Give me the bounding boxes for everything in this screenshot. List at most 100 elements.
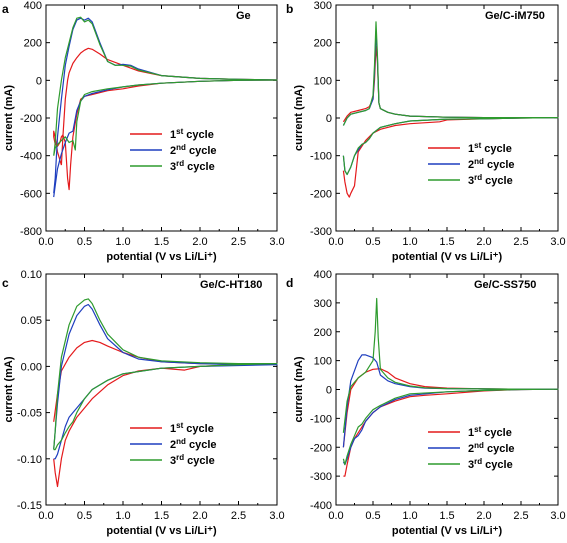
y-tick-label: 100 bbox=[314, 75, 332, 87]
y-tick-label: -300 bbox=[310, 226, 332, 238]
y-tick-label: -300 bbox=[310, 471, 332, 483]
x-tick-label: 0.0 bbox=[328, 510, 343, 522]
panel-c: 0.0 0.5 1.0 1.5 2.0 2.5 3.0 0.10 0.05 0.00 -0.05 -0… bbox=[2, 269, 285, 537]
x-tick-label: 2.0 bbox=[192, 510, 207, 522]
series-line-cycle-2 bbox=[342, 30, 559, 176]
x-tick-label: 0.0 bbox=[38, 510, 53, 522]
x-tick-label: 1.0 bbox=[115, 236, 130, 248]
y-tick-label: -400 bbox=[20, 151, 42, 163]
x-tick-label: 1.5 bbox=[154, 510, 169, 522]
x-tick-label: 1.0 bbox=[115, 510, 130, 522]
legend-entry: 2nd cycle bbox=[170, 143, 217, 157]
y-tick-label: 200 bbox=[314, 38, 332, 50]
y-tick-label: -100 bbox=[310, 413, 332, 425]
legend-entry: 1st cycle bbox=[468, 141, 512, 155]
panel-title: Ge/C-HT180 bbox=[200, 279, 262, 291]
legend-entry: 3rd cycle bbox=[468, 457, 513, 471]
panel-letter: b bbox=[286, 2, 293, 16]
legend: 1st cycle 2nd cycle 3rd cycle bbox=[428, 141, 515, 187]
y-tick-label: 300 bbox=[314, 298, 332, 310]
x-tick-label: 2.5 bbox=[231, 236, 246, 248]
x-tick-label: 1.5 bbox=[439, 236, 454, 248]
x-tick-label: 0.5 bbox=[77, 510, 92, 522]
x-tick-label: 3.0 bbox=[550, 510, 565, 522]
y-axis-label: current (mA) bbox=[293, 356, 305, 422]
x-axis-label: potential (V vs Li/Li⁺) bbox=[106, 525, 217, 537]
y-tick-label: 0 bbox=[326, 385, 332, 397]
legend-entry: 2nd cycle bbox=[170, 437, 217, 451]
panel-title: Ge/C-iM750 bbox=[485, 10, 545, 22]
x-tick-label: 1.5 bbox=[154, 236, 169, 248]
y-tick-label: -0.10 bbox=[17, 454, 42, 466]
series-line-cycle-2 bbox=[53, 303, 278, 460]
x-tick-label: 2.0 bbox=[192, 236, 207, 248]
x-tick-label: 2.5 bbox=[231, 510, 246, 522]
panel-b: 0.0 0.5 1.0 1.5 2.0 2.5 3.0 300 200 100 0 -100 -200 -… bbox=[286, 0, 566, 263]
legend-entry: 2nd cycle bbox=[468, 157, 515, 171]
panel-letter: c bbox=[2, 276, 9, 290]
legend: 1st cycle 2nd cycle 3rd cycle bbox=[130, 421, 217, 467]
x-axis-label: potential (V vs Li/Li⁺) bbox=[392, 525, 503, 537]
y-tick-label: -400 bbox=[310, 500, 332, 512]
y-tick-label: 400 bbox=[314, 269, 332, 281]
legend-entry: 1st cycle bbox=[170, 421, 214, 435]
y-tick-label: -100 bbox=[310, 151, 332, 163]
legend-entry: 3rd cycle bbox=[468, 173, 513, 187]
series-line-cycle-3 bbox=[53, 16, 278, 156]
y-tick-label: 0.10 bbox=[21, 269, 42, 281]
series-line-cycle-3 bbox=[53, 298, 278, 451]
series-line-cycle-1 bbox=[342, 45, 559, 198]
y-axis-label: current (mA) bbox=[3, 85, 15, 151]
plot-frame bbox=[45, 273, 278, 506]
y-tick-label: -200 bbox=[310, 188, 332, 200]
y-axis-label: current (mA) bbox=[293, 85, 305, 151]
x-tick-label: 2.0 bbox=[476, 510, 491, 522]
legend-entry: 3rd cycle bbox=[170, 159, 215, 173]
y-tick-label: -0.15 bbox=[17, 500, 42, 512]
panel-title: Ge/C-SS750 bbox=[474, 279, 536, 291]
x-tick-label: 0.0 bbox=[38, 236, 53, 248]
legend: 1st cycle 2nd cycle 3rd cycle bbox=[428, 425, 515, 471]
panel-title: Ge bbox=[236, 10, 251, 22]
x-tick-label: 3.0 bbox=[269, 236, 284, 248]
x-tick-label: 3.0 bbox=[550, 236, 565, 248]
y-tick-label: 0 bbox=[36, 75, 42, 87]
legend: 1st cycle 2nd cycle 3rd cycle bbox=[130, 127, 217, 173]
y-tick-label: 200 bbox=[314, 327, 332, 339]
x-tick-label: 0.0 bbox=[328, 236, 343, 248]
x-tick-label: 0.5 bbox=[365, 236, 380, 248]
x-tick-label: 0.5 bbox=[77, 236, 92, 248]
legend-entry: 1st cycle bbox=[170, 127, 214, 141]
series-line-cycle-3 bbox=[342, 297, 559, 466]
panel-letter: a bbox=[2, 2, 9, 16]
y-tick-label: 0.05 bbox=[21, 315, 42, 327]
panel-a: 0.0 0.5 1.0 1.5 2.0 2.5 3.0 400 200 0 -200 -400 -600… bbox=[2, 0, 285, 263]
x-tick-label: 1.5 bbox=[439, 510, 454, 522]
legend-entry: 3rd cycle bbox=[170, 453, 215, 467]
y-tick-label: -600 bbox=[20, 188, 42, 200]
panel-d: 0.0 0.5 1.0 1.5 2.0 2.5 3.0 400 300 200 100 0 -100 -2… bbox=[286, 269, 566, 537]
x-tick-label: 2.5 bbox=[513, 510, 528, 522]
x-axis-label: potential (V vs Li/Li⁺) bbox=[392, 251, 503, 263]
y-tick-label: -800 bbox=[20, 226, 42, 238]
y-tick-label: 300 bbox=[314, 0, 332, 12]
panel-letter: d bbox=[286, 276, 293, 290]
y-tick-label: -200 bbox=[310, 442, 332, 454]
y-tick-label: 0.00 bbox=[21, 361, 42, 373]
x-axis-label: potential (V vs Li/Li⁺) bbox=[106, 251, 217, 263]
y-tick-label: -200 bbox=[20, 113, 42, 125]
x-tick-label: 3.0 bbox=[269, 510, 284, 522]
y-tick-label: 0 bbox=[326, 113, 332, 125]
series-line-cycle-1 bbox=[342, 368, 559, 477]
legend-entry: 1st cycle bbox=[468, 425, 512, 439]
x-tick-label: 2.0 bbox=[476, 236, 491, 248]
y-tick-label: 100 bbox=[314, 356, 332, 368]
legend-entry: 2nd cycle bbox=[468, 441, 515, 455]
y-tick-label: 200 bbox=[24, 38, 42, 50]
series-line-cycle-2 bbox=[53, 17, 278, 198]
x-tick-label: 2.5 bbox=[513, 236, 528, 248]
plot-frame bbox=[45, 4, 278, 232]
x-tick-label: 0.5 bbox=[365, 510, 380, 522]
x-tick-label: 1.0 bbox=[402, 510, 417, 522]
